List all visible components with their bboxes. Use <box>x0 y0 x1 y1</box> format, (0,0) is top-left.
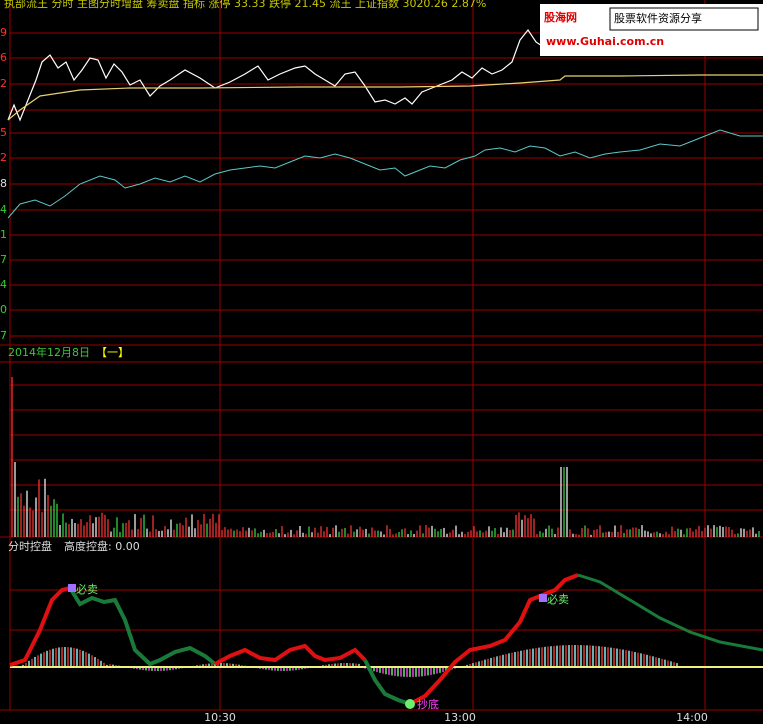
price-label: 2 <box>0 77 7 90</box>
control-ribbon-green <box>363 659 411 706</box>
indicator-reading: 高度控盘: 0.00 <box>64 539 140 553</box>
time-label: 14:00 <box>676 711 708 724</box>
signal-label: 必卖 <box>547 593 569 606</box>
signal-icon <box>539 594 547 602</box>
signal-label: 必卖 <box>76 583 98 596</box>
price-label: 1 <box>0 228 7 241</box>
price-label: 4 <box>0 278 7 291</box>
signal-icon <box>68 584 76 592</box>
signal-icon <box>405 699 415 709</box>
price-label: 0 <box>0 303 7 316</box>
indicator-name: 分时控盘 <box>8 539 52 553</box>
date-label: 2014年12月8日 <box>8 345 90 359</box>
control-ribbon-green <box>577 573 763 652</box>
time-axis: 10:30 13:00 14:00 <box>204 711 708 724</box>
control-ribbon-red <box>409 573 579 706</box>
signal-label: 抄底 <box>417 697 439 711</box>
control-ribbon-red <box>9 586 71 667</box>
control-ribbon-red <box>214 643 367 666</box>
price-line <box>7 28 546 122</box>
volume-bars <box>11 377 760 537</box>
price-label: 5 <box>0 126 7 139</box>
price-label: 6 <box>0 51 7 64</box>
time-label: 13:00 <box>444 711 476 724</box>
watermark-site: 股海网 <box>544 10 577 24</box>
price-label: 4 <box>0 203 7 216</box>
slogan-box <box>609 7 759 31</box>
watermark-slogan: 股票软件资源分享 <box>614 11 702 25</box>
average-line <box>7 74 763 121</box>
price-label: 9 <box>0 26 7 39</box>
time-label: 10:30 <box>204 711 236 724</box>
price-label: 8 <box>0 177 7 190</box>
watermark-url: www.Guhai.com.cn <box>546 35 664 48</box>
control-ribbon-green <box>68 586 217 667</box>
date-tag: 【一】 <box>96 346 129 359</box>
header-text: 执部流王 分时 主图分时增盘 筹卖盘 指标 涨停 33.33 跌停 21.45 … <box>4 0 486 10</box>
price-label: 7 <box>0 253 7 266</box>
index-line <box>7 129 763 219</box>
price-label: 2 <box>0 151 7 164</box>
price-label: 7 <box>0 329 7 342</box>
